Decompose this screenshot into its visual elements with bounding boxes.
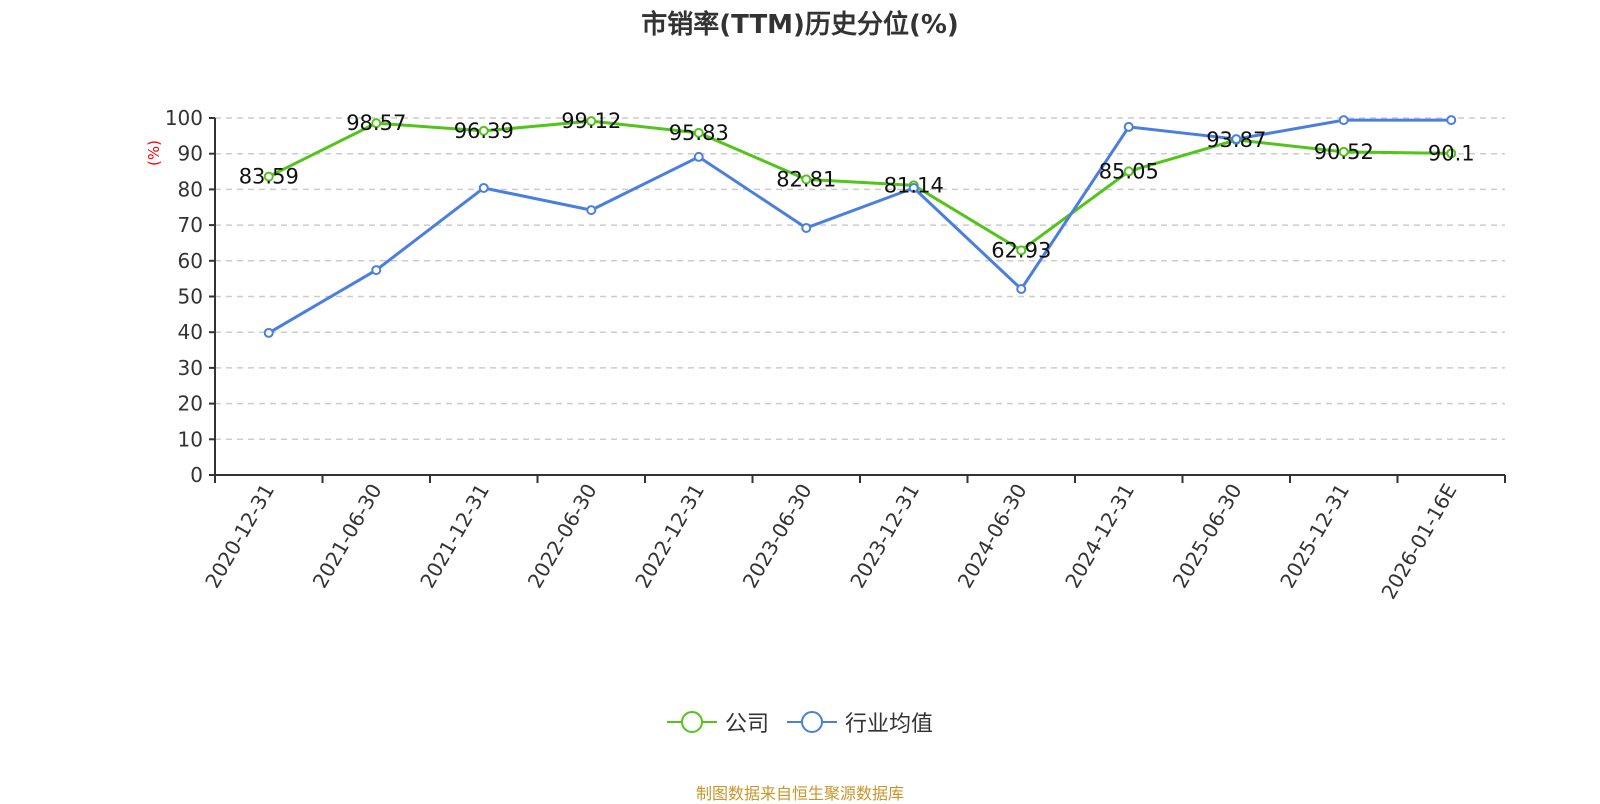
x-tick-label: 2022-06-30 <box>523 480 602 593</box>
legend-line-circle-icon <box>787 711 837 733</box>
industry-average-series-line <box>267 118 1452 335</box>
data-point <box>1446 115 1457 126</box>
y-tick-label: 10 <box>178 427 203 451</box>
x-tick-label: 2023-06-30 <box>738 480 817 593</box>
data-label: 95.83 <box>669 121 729 145</box>
data-label: 90.52 <box>1314 140 1374 164</box>
y-axis: 0 10 20 30 40 50 60 70 80 90 100 <box>165 106 216 487</box>
data-label: 81.14 <box>884 173 944 197</box>
legend-item-company[interactable]: 公司 <box>666 706 769 738</box>
y-tick-label: 50 <box>178 285 203 309</box>
x-axis: 2020-12-31 2021-06-30 2021-12-31 2022-06-30… <box>200 474 1506 604</box>
y-tick-label: 60 <box>178 249 203 273</box>
data-point <box>801 174 812 185</box>
data-label: 96.39 <box>454 119 514 143</box>
data-point <box>478 182 489 193</box>
series-lines <box>263 115 1457 338</box>
data-label: 99.12 <box>561 109 621 133</box>
data-point <box>1338 146 1349 157</box>
x-tick-label: 2024-12-31 <box>1060 480 1139 593</box>
y-tick-label: 30 <box>178 356 203 380</box>
legend-label-company: 公司 <box>724 712 769 737</box>
x-tick-label: 2020-12-31 <box>200 480 279 593</box>
data-point <box>1123 166 1134 177</box>
data-label: 85.05 <box>1099 159 1159 183</box>
data-label: 62.93 <box>991 238 1051 262</box>
data-point <box>586 205 597 216</box>
company-series-line <box>268 119 1452 252</box>
data-label: 83.59 <box>239 165 299 189</box>
data-point <box>801 222 812 233</box>
data-point <box>693 151 704 162</box>
legend-label-industry-average: 行业均值 <box>845 712 934 737</box>
x-tick-label: 2025-06-30 <box>1168 480 1247 593</box>
data-point <box>1231 134 1242 145</box>
x-tick-label: 2022-12-31 <box>630 480 709 593</box>
y-tick-label: 70 <box>178 213 203 237</box>
data-point <box>908 182 919 193</box>
data-point <box>1338 115 1349 126</box>
data-point <box>263 171 274 182</box>
legend-item-industry-average[interactable]: 行业均值 <box>787 706 933 738</box>
data-label: 90.1 <box>1428 141 1475 165</box>
y-tick-label: 40 <box>178 320 203 344</box>
y-axis-unit-label: (%) <box>145 140 163 166</box>
data-point <box>1016 284 1027 295</box>
legend: 公司 行业均值 <box>0 706 1600 738</box>
data-point <box>263 327 274 338</box>
x-tick-label: 2024-06-30 <box>953 480 1032 593</box>
x-tick-label: 2023-12-31 <box>845 480 924 593</box>
data-point <box>1123 121 1134 132</box>
y-tick-label: 80 <box>178 177 203 201</box>
data-point <box>586 116 597 127</box>
chart-title: 市销率(TTM)历史分位(%) <box>641 10 959 40</box>
data-point <box>371 118 382 129</box>
y-tick-label: 100 <box>165 106 203 130</box>
data-label: 98.57 <box>346 111 406 135</box>
x-tick-label: 2021-06-30 <box>308 480 387 593</box>
data-label: 82.81 <box>776 167 836 191</box>
x-tick-label: 2021-12-31 <box>415 480 494 593</box>
data-point <box>371 265 382 276</box>
x-tick-label: 2026-01-16E <box>1376 480 1461 604</box>
legend-line-circle-icon <box>666 711 717 733</box>
data-source-note: 制图数据来自恒生聚源数据库 <box>695 784 904 803</box>
data-point <box>478 125 489 136</box>
data-point <box>693 127 704 138</box>
data-labels: 83.59 98.57 96.39 99.12 95.83 82.81 81.14 62.93… <box>239 109 1475 262</box>
y-tick-label: 20 <box>178 392 203 416</box>
y-tick-label: 90 <box>178 142 203 166</box>
x-tick-label: 2025-12-31 <box>1275 480 1354 593</box>
gridlines <box>215 117 1505 441</box>
data-label: 93.87 <box>1206 128 1266 152</box>
data-point <box>1446 148 1457 159</box>
y-tick-label: 0 <box>190 463 203 487</box>
data-point <box>1016 245 1027 256</box>
